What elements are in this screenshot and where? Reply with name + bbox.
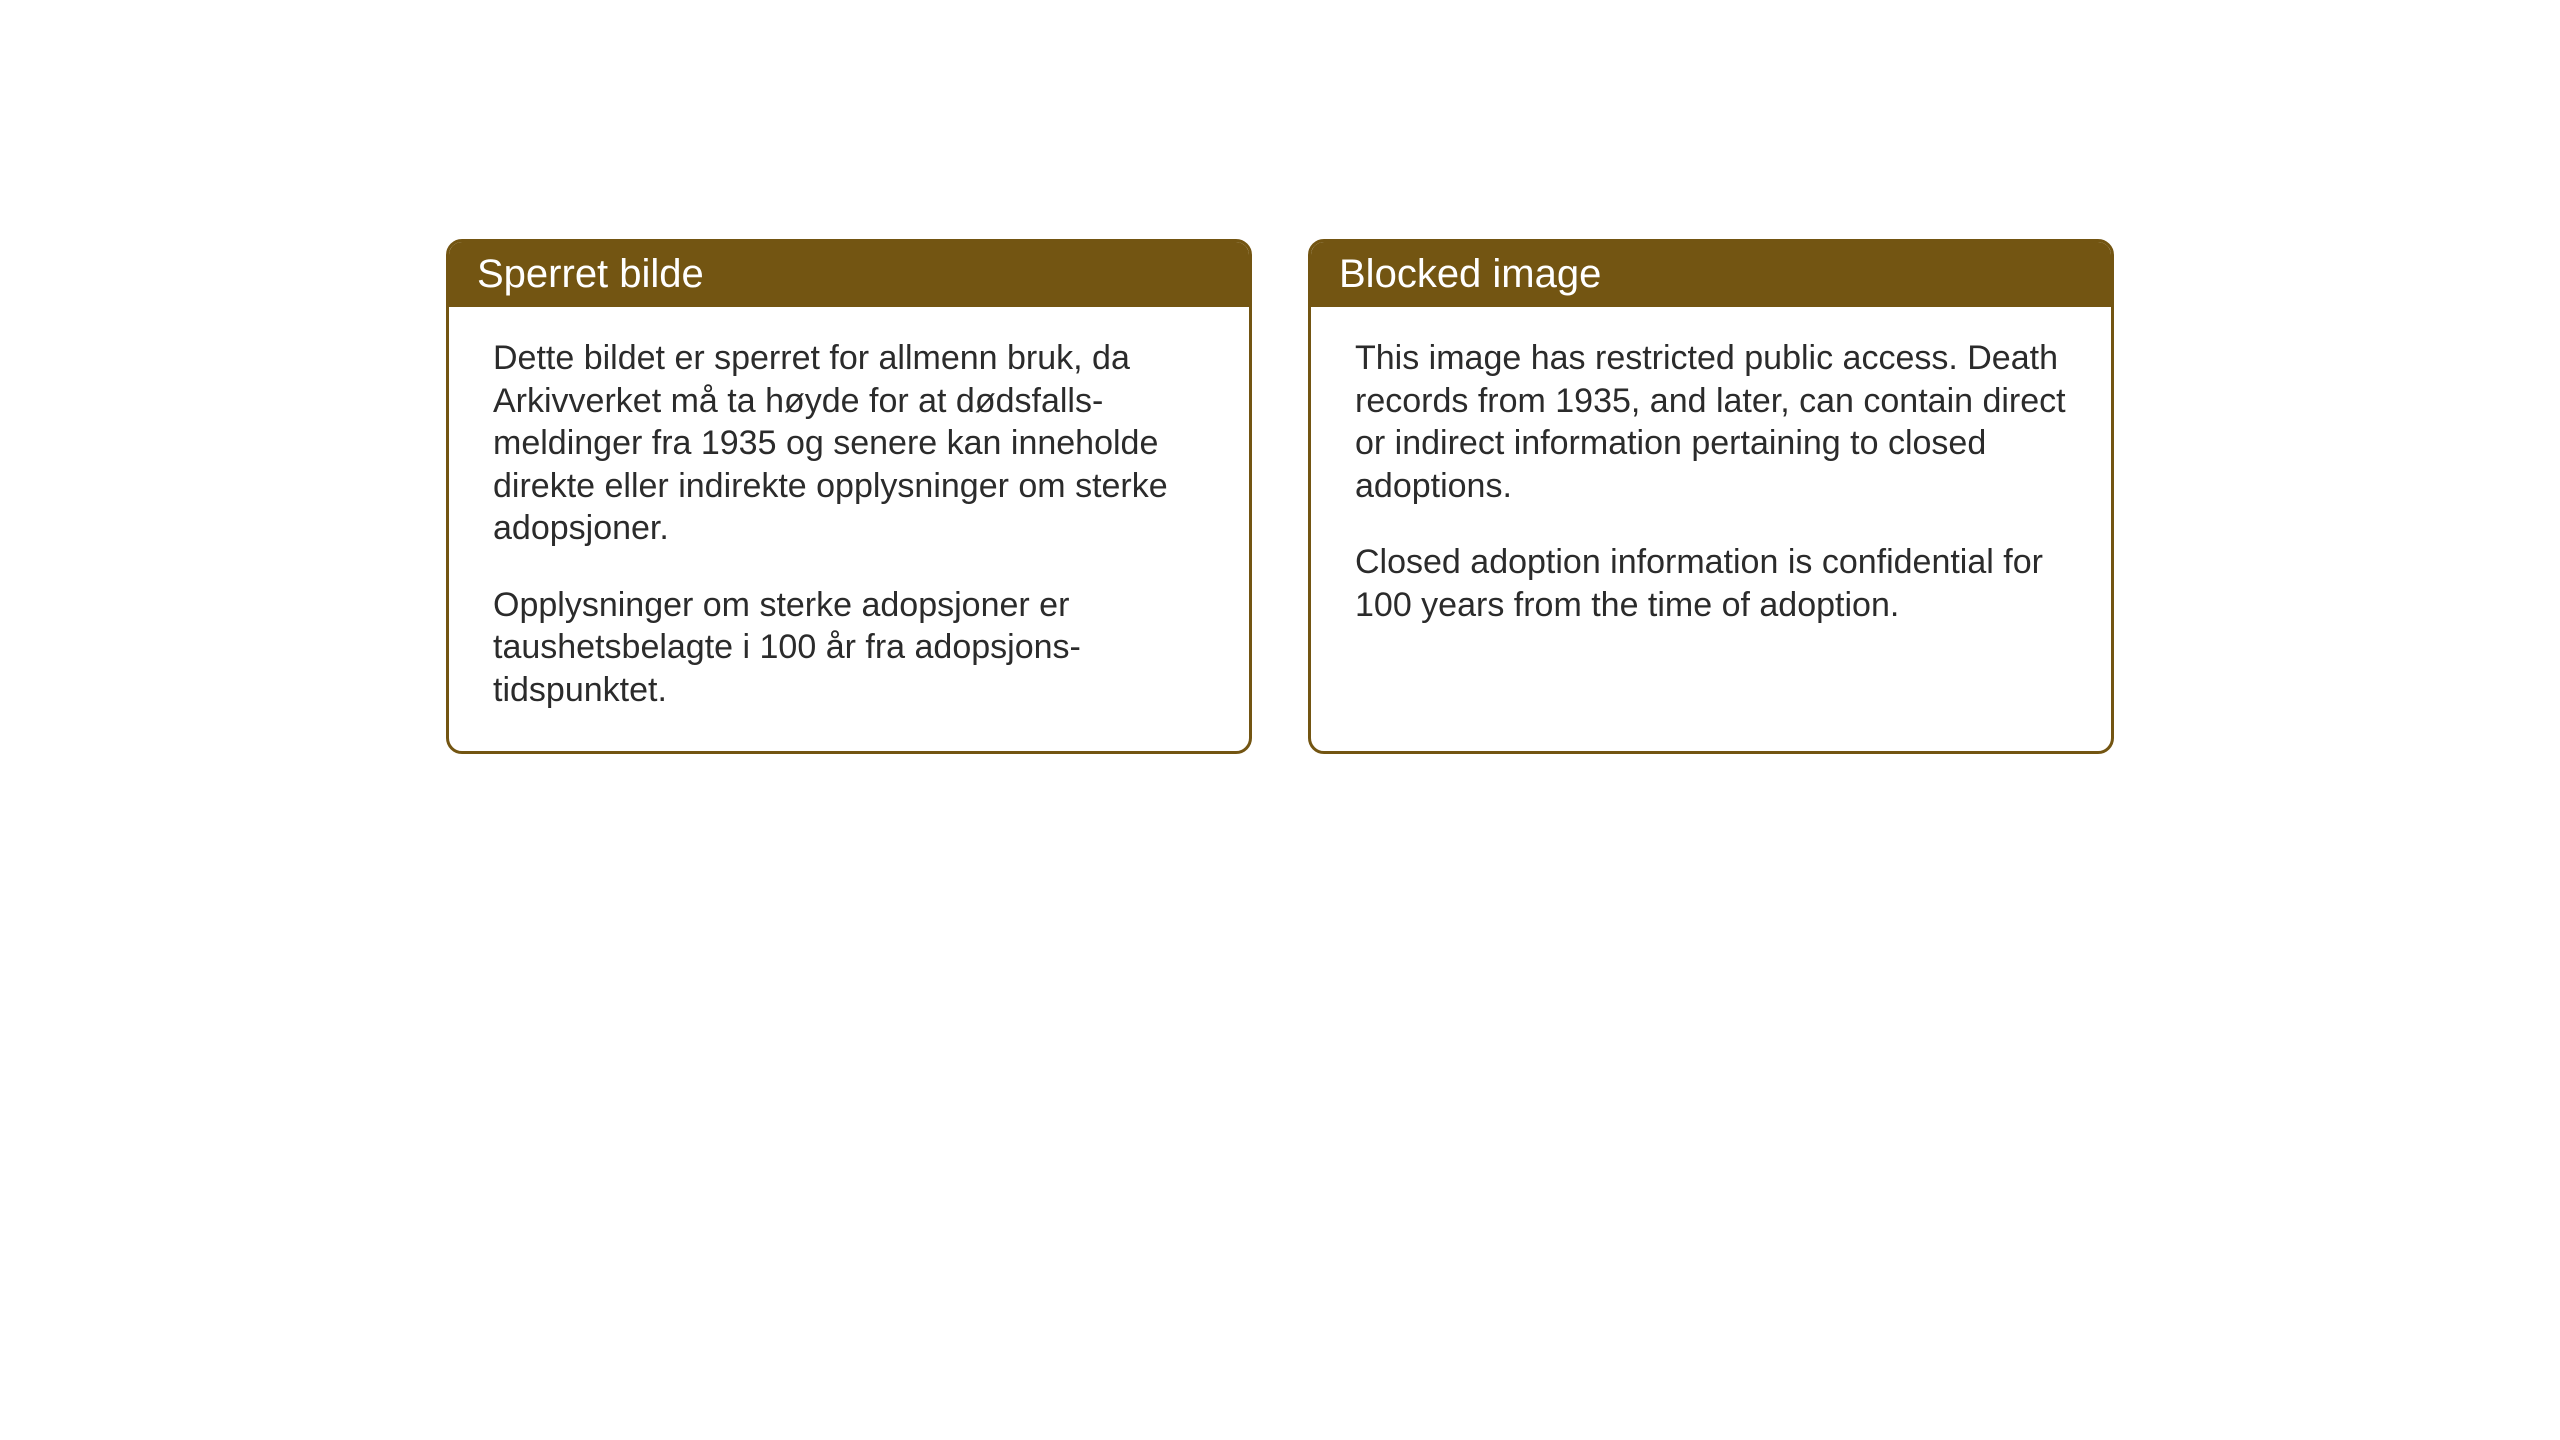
notice-para2-english: Closed adoption information is confident… (1355, 541, 2067, 626)
notice-para1-english: This image has restricted public access.… (1355, 337, 2067, 507)
notice-body-english: This image has restricted public access.… (1311, 307, 2111, 727)
notice-container: Sperret bilde Dette bildet er sperret fo… (446, 239, 2114, 754)
notice-title-english: Blocked image (1339, 252, 1601, 296)
notice-card-english: Blocked image This image has restricted … (1308, 239, 2114, 754)
notice-card-norwegian: Sperret bilde Dette bildet er sperret fo… (446, 239, 1252, 754)
notice-body-norwegian: Dette bildet er sperret for allmenn bruk… (449, 307, 1249, 751)
notice-para1-norwegian: Dette bildet er sperret for allmenn bruk… (493, 337, 1205, 550)
notice-para2-norwegian: Opplysninger om sterke adopsjoner er tau… (493, 584, 1205, 712)
notice-title-norwegian: Sperret bilde (477, 252, 704, 296)
notice-header-norwegian: Sperret bilde (449, 242, 1249, 307)
notice-header-english: Blocked image (1311, 242, 2111, 307)
